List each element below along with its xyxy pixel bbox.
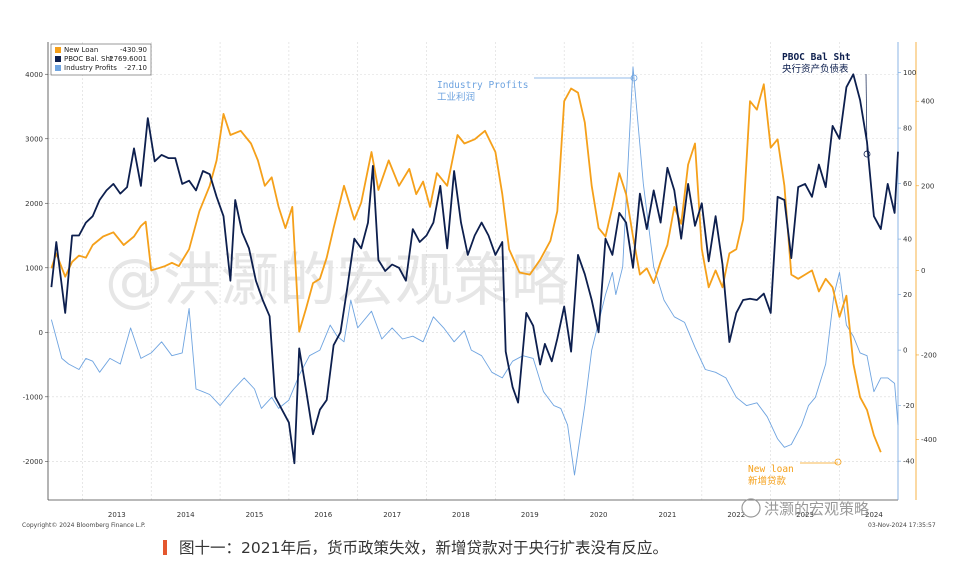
axes: 2013 2014 2015 2016 2017 2018 2019 2020 2021 2022… (23, 42, 937, 519)
x-tick-label: 2019 (521, 511, 539, 519)
x-tick-label: 2014 (177, 511, 195, 519)
x-tick-label: 2023 (796, 511, 814, 519)
annotation-profits-cn: 工业利润 (437, 91, 475, 103)
right-inner-tick-label: 60 (903, 180, 912, 188)
right-outer-tick-label: 200 (921, 182, 934, 190)
chart-container: 2013 2014 2015 2016 2017 2018 2019 2020 2021 2022… (22, 42, 937, 529)
right-outer-tick-label: 0 (921, 267, 925, 275)
annotation-pboc-leader (865, 73, 868, 153)
x-tick-label: 2018 (452, 511, 470, 519)
x-tick-label: 2021 (659, 511, 677, 519)
legend-name: New Loan (64, 46, 98, 54)
x-tick-label: 2022 (727, 511, 745, 519)
date-stamp: 03-Nov-2024 17:35:57 (868, 522, 936, 529)
left-tick-label: 3000 (25, 135, 43, 143)
chart-svg: 2013 2014 2015 2016 2017 2018 2019 2020 2021 2022… (22, 42, 937, 529)
x-tick-label: 2017 (383, 511, 401, 519)
annotations: PBOC Bal Sht 央行资产负债表 Industry Profits 工业… (437, 52, 871, 487)
watermark-text: @洪灏的宏观策略 (105, 246, 569, 314)
annotation-loan-en: New loan (748, 464, 794, 475)
left-tick-label: 0 (39, 329, 43, 337)
legend-swatch (55, 47, 61, 53)
x-tick-label: 2024 (865, 511, 883, 519)
annotation-profits-en: Industry Profits (437, 80, 529, 91)
corner-watermark-text: 洪灏的宏观策略 (764, 500, 869, 518)
right-inner-tick-label: 100 (903, 69, 916, 77)
legend-value: 2769.6001 (109, 55, 147, 63)
right-inner-tick-label: 80 (903, 125, 912, 133)
annotation-pboc-cn: 央行资产负债表 (782, 63, 849, 75)
legend-name: Industry Profits (64, 64, 117, 72)
left-tick-label: 1000 (25, 264, 43, 272)
left-tick-label: -1000 (23, 393, 43, 401)
legend-box (50, 43, 152, 76)
x-tick-label: 2020 (590, 511, 608, 519)
x-tick-label: 2016 (314, 511, 332, 519)
figure-caption: 图十一：2021年后，货币政策失效，新增贷款对于央行扩表没有反应。 (163, 536, 668, 558)
annotation-pboc-marker (863, 150, 871, 158)
series-layer (50, 66, 899, 476)
left-tick-label: 2000 (25, 200, 43, 208)
annotation-pboc-en: PBOC Bal Sht (782, 52, 851, 63)
annotation-loan-marker (834, 458, 842, 466)
copyright-text: Copyright© 2024 Bloomberg Finance L.P. (22, 522, 146, 529)
legend-name: PBOC Bal. Sht (64, 55, 113, 63)
caption-text: 图十一：2021年后，货币政策失效，新增贷款对于央行扩表没有反应。 (179, 539, 668, 557)
caption-accent-bar (163, 539, 167, 555)
right-inner-tick-label: 40 (903, 236, 912, 244)
right-outer-tick-label: -400 (921, 436, 937, 444)
corner-watermark: 洪灏的宏观策略 (741, 498, 869, 518)
annotation-loan-cn: 新增贷款 (748, 475, 787, 487)
legend-value: -27.10 (124, 64, 147, 72)
right-inner-tick-label: 0 (903, 347, 907, 355)
left-tick-label: -2000 (23, 458, 43, 466)
right-outer-tick-label: 400 (921, 98, 934, 106)
annotation-profits-marker (630, 74, 638, 82)
right-inner-tick-label: 20 (903, 291, 912, 299)
right-inner-tick-label: -40 (903, 458, 914, 466)
grid-lines (48, 42, 898, 500)
legend-swatch (55, 65, 61, 71)
series-line-industry-profits (50, 66, 899, 476)
x-tick-label: 2013 (108, 511, 126, 519)
right-inner-tick-label: -20 (903, 402, 914, 410)
left-tick-label: 4000 (25, 71, 43, 79)
legend-value: -430.90 (120, 46, 147, 54)
series-line-pboc-bal-sht (50, 73, 899, 465)
series-line-new-loan (50, 83, 882, 453)
weibo-logo-icon (741, 498, 761, 518)
x-tick-label: 2015 (246, 511, 264, 519)
right-outer-tick-label: -200 (921, 351, 937, 359)
legend-swatch (55, 56, 61, 62)
legend: New Loan -430.90 PBOC Bal. Sht2769.6001Ind… (50, 43, 152, 76)
